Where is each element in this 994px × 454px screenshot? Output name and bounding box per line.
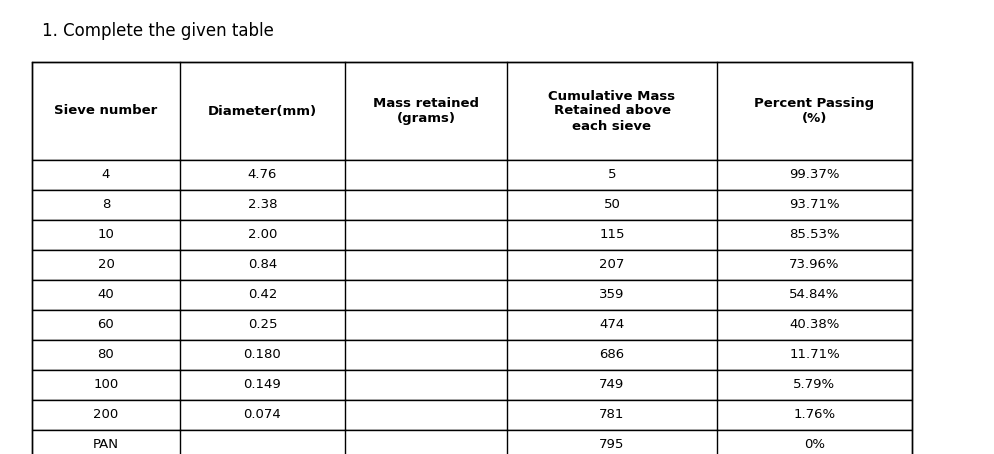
- Bar: [32, 220, 912, 250]
- Text: 20: 20: [97, 258, 114, 271]
- Text: 686: 686: [599, 349, 624, 361]
- Bar: [32, 190, 912, 220]
- Text: Cumulative Mass
Retained above
each sieve: Cumulative Mass Retained above each siev…: [549, 89, 676, 133]
- Text: Diameter(mm): Diameter(mm): [208, 104, 317, 118]
- Text: 5: 5: [607, 168, 616, 182]
- Text: 100: 100: [93, 379, 118, 391]
- Text: 115: 115: [599, 228, 625, 242]
- Text: 73.96%: 73.96%: [789, 258, 840, 271]
- Text: 207: 207: [599, 258, 624, 271]
- Bar: [32, 250, 912, 280]
- Text: Sieve number: Sieve number: [55, 104, 158, 118]
- Text: 11.71%: 11.71%: [789, 349, 840, 361]
- Bar: [32, 160, 912, 190]
- Bar: [32, 400, 912, 430]
- Text: 99.37%: 99.37%: [789, 168, 840, 182]
- Text: 0.180: 0.180: [244, 349, 281, 361]
- Bar: [32, 62, 912, 160]
- Text: 50: 50: [603, 198, 620, 212]
- Text: 40: 40: [97, 288, 114, 301]
- Text: 0.42: 0.42: [248, 288, 277, 301]
- Text: 93.71%: 93.71%: [789, 198, 840, 212]
- Text: 85.53%: 85.53%: [789, 228, 840, 242]
- Text: 359: 359: [599, 288, 624, 301]
- Text: 1.76%: 1.76%: [793, 409, 836, 421]
- Text: 781: 781: [599, 409, 624, 421]
- Text: 80: 80: [97, 349, 114, 361]
- Text: 4: 4: [101, 168, 110, 182]
- Text: 0%: 0%: [804, 439, 825, 451]
- Text: 795: 795: [599, 439, 624, 451]
- Text: 200: 200: [93, 409, 118, 421]
- Text: Mass retained
(grams): Mass retained (grams): [373, 97, 479, 125]
- Text: 54.84%: 54.84%: [789, 288, 840, 301]
- Text: 4.76: 4.76: [248, 168, 277, 182]
- Text: 1. Complete the given table: 1. Complete the given table: [42, 22, 274, 40]
- Text: 40.38%: 40.38%: [789, 319, 840, 331]
- Bar: [32, 310, 912, 340]
- Text: 2.00: 2.00: [248, 228, 277, 242]
- Text: 0.074: 0.074: [244, 409, 281, 421]
- Bar: [32, 280, 912, 310]
- Bar: [32, 430, 912, 454]
- Text: 60: 60: [97, 319, 114, 331]
- Text: 2.38: 2.38: [248, 198, 277, 212]
- Text: 0.149: 0.149: [244, 379, 281, 391]
- Text: 0.25: 0.25: [248, 319, 277, 331]
- Text: 10: 10: [97, 228, 114, 242]
- Text: 749: 749: [599, 379, 624, 391]
- Text: 474: 474: [599, 319, 624, 331]
- Text: 5.79%: 5.79%: [793, 379, 836, 391]
- Text: 0.84: 0.84: [248, 258, 277, 271]
- Bar: [32, 370, 912, 400]
- Bar: [32, 340, 912, 370]
- Text: Percent Passing
(%): Percent Passing (%): [754, 97, 875, 125]
- Text: PAN: PAN: [93, 439, 119, 451]
- Text: 8: 8: [101, 198, 110, 212]
